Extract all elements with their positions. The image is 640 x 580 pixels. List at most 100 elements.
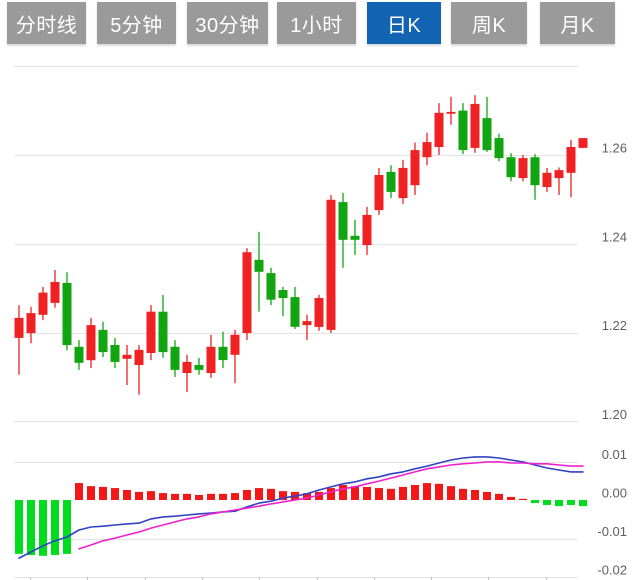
price-axis-label: 1.20 <box>602 407 627 422</box>
candle-body <box>554 170 564 179</box>
candle-body <box>110 345 120 362</box>
candle-body <box>470 103 480 148</box>
candle-body <box>446 111 456 114</box>
candle-body <box>302 321 312 326</box>
candle-body <box>362 214 372 246</box>
tab-monthly-k[interactable]: 月K <box>540 2 615 44</box>
macd-bar <box>555 500 563 507</box>
macd-bar <box>171 493 179 500</box>
macd-bar <box>75 483 83 500</box>
macd-bar <box>387 488 395 500</box>
candle-body <box>494 138 504 159</box>
macd-bar <box>63 500 71 554</box>
period-tabbar: 分时线 5分钟 30分钟 1小时 日K 周K 月K <box>0 0 640 48</box>
candle-body <box>338 202 348 240</box>
price-axis-label: 1.22 <box>602 318 627 333</box>
candle-body <box>374 175 384 211</box>
candle-body <box>122 354 132 359</box>
axis-labels: 1.26 1.24 1.22 1.20 0.01 0.00 -0.01 -0.02 <box>597 141 627 578</box>
candle-body <box>158 311 168 353</box>
macd-bar <box>279 491 287 500</box>
macd-bar <box>267 488 275 500</box>
macd-bar <box>423 483 431 500</box>
candle-body <box>314 298 324 327</box>
macd-bar <box>363 486 371 500</box>
candle-body <box>86 325 96 361</box>
candle-body <box>50 282 60 303</box>
candle-body <box>182 361 192 373</box>
macd-bar <box>375 488 383 500</box>
macd-bar <box>147 491 155 500</box>
macd-bar <box>483 491 491 500</box>
candle-body <box>290 297 300 327</box>
candle-body <box>458 110 468 151</box>
macd-bar <box>339 484 347 500</box>
macd-bar <box>543 500 551 506</box>
candle-body <box>278 290 288 298</box>
candle-body <box>518 158 528 179</box>
macd-bar <box>399 486 407 500</box>
macd-bar <box>327 488 335 500</box>
macd-bar <box>495 493 503 500</box>
macd-bar <box>519 498 527 501</box>
candle-body <box>386 171 396 192</box>
candlestick-series <box>14 95 588 395</box>
candle-body <box>206 346 216 373</box>
candle-body <box>146 311 156 353</box>
macd-bar <box>435 483 443 500</box>
dif-line <box>18 456 584 559</box>
macd-axis-label: 0.01 <box>602 447 627 462</box>
tab-weekly-k[interactable]: 周K <box>451 2 527 44</box>
macd-bar <box>27 500 35 556</box>
macd-bar <box>471 489 479 500</box>
tab-timeline[interactable]: 分时线 <box>7 2 86 44</box>
candle-body <box>326 199 336 330</box>
macd-axis-label: -0.02 <box>597 563 627 578</box>
macd-bar <box>531 500 539 504</box>
tab-5min[interactable]: 5分钟 <box>97 2 176 44</box>
candle-body <box>434 112 444 147</box>
candle-body <box>530 157 540 186</box>
candle-body <box>542 172 552 187</box>
macd-axis-label: -0.01 <box>597 524 627 539</box>
macd-bar <box>183 493 191 500</box>
macd-bar <box>219 493 227 500</box>
macd-bar <box>87 486 95 500</box>
macd-bar <box>243 489 251 500</box>
macd-bar <box>507 496 515 500</box>
tab-1hour[interactable]: 1小时 <box>277 2 356 44</box>
candle-body <box>194 365 204 370</box>
macd-bar <box>255 488 263 500</box>
macd-bar <box>231 493 239 500</box>
macd-bar <box>315 491 323 500</box>
price-axis-label: 1.26 <box>602 141 627 156</box>
candle-body <box>62 282 72 346</box>
macd-bar <box>303 493 311 500</box>
candle-body <box>134 349 144 365</box>
price-axis-label: 1.24 <box>602 229 627 244</box>
tab-30min[interactable]: 30分钟 <box>187 2 268 44</box>
candle-body <box>398 167 408 199</box>
candle-body <box>506 157 516 178</box>
dea-line <box>78 461 584 550</box>
macd-bar <box>15 500 23 554</box>
macd-lines <box>18 456 584 559</box>
candle-body <box>230 334 240 355</box>
candle-body <box>38 292 48 315</box>
candle-body <box>254 259 264 272</box>
macd-bar <box>135 491 143 500</box>
candle-body <box>350 235 360 240</box>
macd-bar <box>459 488 467 500</box>
macd-bar <box>567 500 575 506</box>
macd-bar <box>195 494 203 500</box>
macd-bar <box>51 500 59 556</box>
candle-body <box>566 147 576 173</box>
macd-bar <box>39 500 47 556</box>
macd-bar <box>351 486 359 500</box>
macd-histogram <box>15 483 587 556</box>
tab-daily-k[interactable]: 日K <box>367 2 441 44</box>
macd-bar <box>99 486 107 500</box>
macd-axis-label: 0.00 <box>602 486 627 501</box>
candle-body <box>98 329 108 353</box>
